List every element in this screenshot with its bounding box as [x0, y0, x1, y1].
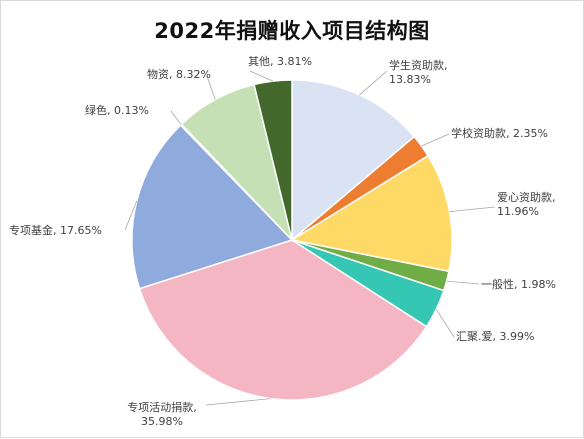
data-label-3: 一般性, 1.98% — [481, 277, 556, 291]
leader-line-3 — [446, 280, 480, 285]
data-label-6: 专项基金, 17.65% — [9, 223, 102, 237]
leader-line-5 — [205, 398, 271, 406]
data-label-7: 绿色, 0.13% — [85, 103, 149, 117]
leader-line-4 — [435, 308, 455, 338]
leader-line-2 — [449, 206, 496, 212]
data-label-2: 爱心资助款, 11.96% — [497, 190, 556, 218]
data-label-8: 物资, 8.32% — [147, 67, 211, 81]
leader-line-0 — [359, 70, 388, 96]
leader-line-8 — [206, 75, 216, 100]
data-label-4: 汇聚.爱, 3.99% — [456, 330, 534, 343]
leader-line-9 — [249, 70, 274, 82]
pie-slices — [131, 79, 453, 401]
data-label-5: 专项活动捐款, 35.98% — [127, 400, 197, 428]
leader-lines — [124, 70, 496, 406]
leader-line-7 — [170, 110, 182, 125]
pie-slice-2 — [289, 154, 453, 273]
leader-line-6 — [124, 200, 138, 231]
leader-line-1 — [421, 133, 450, 147]
data-label-9: 其他, 3.81% — [248, 55, 312, 68]
pie-slice-0 — [291, 79, 416, 242]
data-labels: 学生资助款, 13.83% 学校资助款, 2.35% 爱心资助款, 11.96% 一般性,… — [9, 55, 556, 428]
data-label-1: 学校资助款, 2.35% — [451, 126, 548, 140]
data-label-0: 学生资助款, 13.83% — [389, 58, 448, 86]
pie-slice-9 — [253, 79, 293, 241]
chart-title: 2022年捐赠收入项目结构图 — [154, 19, 430, 43]
pie-slice-5 — [138, 239, 428, 401]
